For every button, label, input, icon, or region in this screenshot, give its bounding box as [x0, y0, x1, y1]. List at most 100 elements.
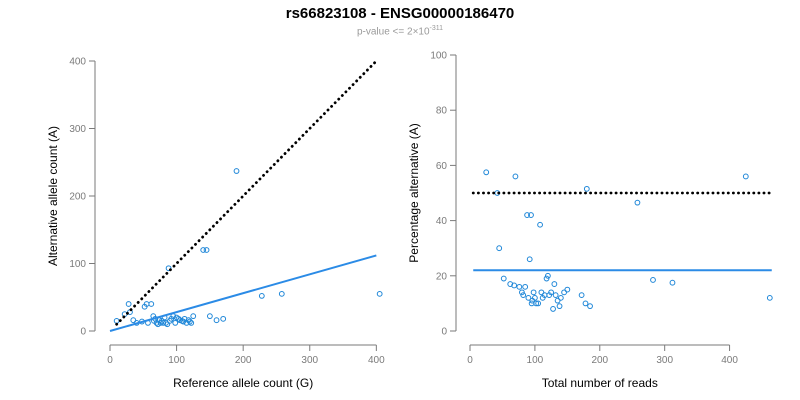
data-point [200, 247, 207, 253]
data-point [180, 318, 187, 325]
data-point [550, 306, 556, 312]
chart-title: rs66823108 - ENSG00000186470 [285, 5, 515, 22]
data-point [511, 282, 518, 289]
data-point [582, 300, 589, 307]
y-axis-label: Percentage alternative (A) [407, 123, 421, 262]
data-point [113, 317, 120, 324]
y-tick-label: 40 [436, 216, 448, 227]
y-tick-label: 400 [69, 57, 86, 68]
x-axis-label: Total number of reads [542, 376, 658, 390]
data-point [233, 168, 240, 174]
x-tick-label: 100 [168, 355, 185, 366]
x-tick: 400 [368, 345, 385, 366]
data-point [512, 173, 519, 180]
data-point [278, 290, 285, 297]
x-tick: 100 [527, 345, 544, 366]
data-point [742, 173, 749, 180]
y-tick-label: 100 [430, 51, 447, 62]
x-tick: 200 [235, 345, 252, 366]
y-tick-label: 100 [69, 259, 86, 270]
x-axis-label: Reference allele count (G) [173, 376, 313, 390]
x-tick-label: 400 [368, 355, 385, 366]
y-tick-label: 80 [436, 106, 448, 117]
y-tick: 20 [436, 271, 456, 282]
data-point [578, 292, 585, 299]
y-tick: 40 [436, 216, 456, 227]
y-tick: 60 [436, 161, 456, 172]
data-point [669, 279, 676, 286]
data-point [522, 283, 529, 290]
data-point [535, 300, 542, 307]
data-point [548, 289, 555, 296]
y-tick: 80 [436, 106, 456, 117]
x-tick-label: 300 [301, 355, 318, 366]
data-point [172, 320, 179, 326]
data-point [634, 199, 641, 206]
data-point [543, 275, 550, 282]
x-tick: 100 [168, 345, 185, 366]
data-point [187, 318, 193, 325]
y-tick-label: 20 [436, 271, 448, 282]
x-tick: 400 [721, 345, 738, 366]
data-point [583, 185, 590, 192]
y-tick: 100 [430, 51, 456, 62]
data-point [496, 245, 503, 252]
x-tick: 300 [656, 345, 673, 366]
data-point [190, 313, 197, 320]
y-tick-label: 0 [80, 327, 86, 338]
y-tick: 400 [69, 57, 95, 68]
y-tick: 0 [80, 327, 95, 338]
y-tick-label: 300 [69, 124, 86, 135]
data-point [483, 169, 490, 176]
expected-ratio-line [115, 59, 378, 326]
x-tick-label: 200 [235, 355, 252, 366]
x-tick-label: 300 [656, 355, 673, 366]
data-point [564, 286, 571, 293]
x-tick-label: 0 [467, 355, 473, 366]
x-tick: 200 [591, 345, 609, 366]
pvalue-prefix: p-value <= 2×10 [356, 26, 430, 38]
data-point [525, 294, 532, 301]
y-tick: 0 [441, 327, 456, 338]
data-point [526, 256, 533, 263]
y-tick: 100 [69, 259, 95, 270]
data-point [537, 221, 543, 228]
data-point [203, 247, 210, 253]
y-axis-label: Alternative allele count (A) [46, 126, 60, 266]
data-point [530, 289, 537, 296]
data-point [220, 315, 227, 322]
data-point [650, 277, 656, 283]
data-point [557, 294, 564, 301]
y-tick-label: 60 [436, 161, 448, 172]
chart-subtitle: p-value <= 2×10-311 [0, 25, 800, 37]
data-point [148, 301, 155, 307]
y-tick-label: 200 [69, 192, 86, 203]
data-point [516, 283, 523, 290]
data-point [520, 292, 527, 299]
x-tick-label: 0 [107, 355, 113, 366]
data-point [766, 294, 773, 301]
data-point [213, 317, 220, 324]
y-tick: 200 [69, 192, 95, 203]
data-point [551, 281, 558, 287]
fitted-ratio-line [109, 254, 377, 332]
data-point [376, 290, 383, 297]
y-tick: 300 [69, 124, 95, 135]
data-point [556, 303, 563, 310]
plot-panel-2: 0 20 40 60 80 100 0 100 200 300 400 Total number of… [407, 51, 774, 390]
data-point [528, 212, 534, 218]
x-tick: 300 [301, 345, 319, 366]
x-tick: 0 [467, 345, 473, 366]
data-point [552, 292, 559, 299]
data-point [188, 320, 195, 326]
data-point [544, 272, 551, 279]
plot-panel-1: 0 100 200 300 400 0 100 200 300 400 Reference alle… [46, 57, 385, 391]
data-point [531, 294, 538, 301]
data-point [125, 301, 132, 307]
data-point [500, 275, 507, 282]
x-tick: 0 [107, 345, 113, 366]
data-point [519, 289, 525, 296]
x-tick-label: 100 [527, 355, 544, 366]
data-point [165, 265, 172, 272]
